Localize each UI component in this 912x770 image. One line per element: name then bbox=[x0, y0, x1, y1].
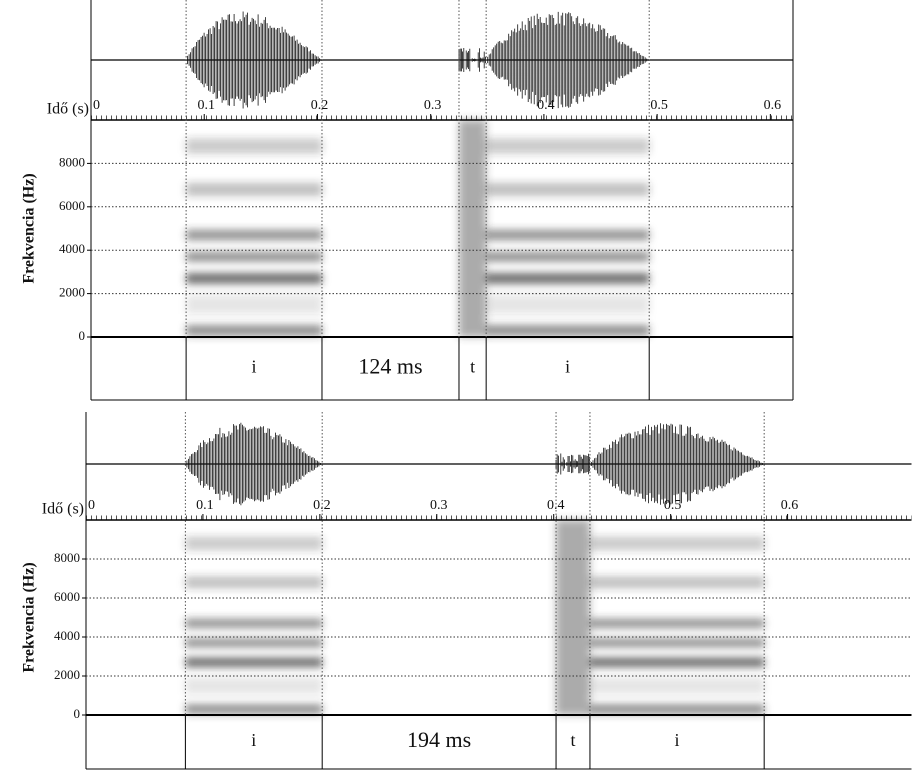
segment-label: t bbox=[570, 730, 575, 750]
formant-band bbox=[185, 676, 323, 695]
y-tick-label: 6000 bbox=[54, 589, 80, 604]
formant-band bbox=[186, 251, 322, 262]
segment-label: i bbox=[251, 730, 256, 750]
formant-band bbox=[589, 676, 765, 695]
x-tick-label: 0.5 bbox=[664, 498, 682, 513]
formant-band bbox=[185, 638, 323, 648]
y-tick-label: 2000 bbox=[54, 667, 80, 682]
formant-band bbox=[186, 182, 322, 196]
formant-band bbox=[185, 536, 323, 551]
y-tick-label: 6000 bbox=[59, 198, 85, 213]
formant-band bbox=[185, 576, 323, 589]
spectrogram-shading bbox=[186, 120, 650, 337]
formant-band bbox=[185, 704, 323, 715]
waveform bbox=[186, 422, 765, 506]
burst-band bbox=[458, 120, 487, 337]
x-tick-label: 0.1 bbox=[197, 98, 215, 113]
formant-band bbox=[486, 325, 650, 336]
burst-band bbox=[556, 520, 590, 715]
formant-band bbox=[486, 229, 650, 241]
formant-band bbox=[186, 229, 322, 241]
y-tick-label: 2000 bbox=[59, 285, 85, 300]
formant-band bbox=[589, 638, 765, 648]
x-axis-label: Idő (s) bbox=[47, 101, 89, 118]
x-axis-label: Idő (s) bbox=[42, 501, 84, 518]
formant-band bbox=[589, 576, 765, 589]
y-tick-label: 0 bbox=[74, 706, 81, 721]
formant-band bbox=[186, 325, 322, 336]
formant-band bbox=[589, 536, 765, 551]
segment-label: t bbox=[470, 357, 475, 377]
waveform bbox=[187, 11, 649, 109]
x-tick-label: 0.3 bbox=[424, 98, 442, 113]
x-tick-label: 0.3 bbox=[430, 498, 448, 513]
x-tick-label: 0.2 bbox=[313, 498, 331, 513]
x-tick-label: 0.1 bbox=[196, 498, 214, 513]
y-axis-label: Frekvencia (Hz) bbox=[21, 562, 38, 672]
formant-band bbox=[486, 251, 650, 262]
formant-band bbox=[186, 272, 322, 284]
segment-label: i bbox=[565, 357, 570, 377]
segment-label: 124 ms bbox=[358, 354, 422, 379]
formant-band bbox=[185, 618, 323, 629]
formant-band bbox=[589, 618, 765, 629]
x-tick-label: 0.5 bbox=[650, 98, 668, 113]
segment-label: i bbox=[675, 730, 680, 750]
y-tick-label: 4000 bbox=[59, 241, 85, 256]
x-tick-label: 0.6 bbox=[781, 498, 799, 513]
formant-band bbox=[589, 657, 765, 668]
y-tick-label: 0 bbox=[79, 328, 86, 343]
formant-band bbox=[185, 657, 323, 668]
y-axis-label: Frekvencia (Hz) bbox=[21, 173, 38, 283]
formant-band bbox=[186, 138, 322, 154]
formant-band bbox=[486, 272, 650, 284]
x-tick-label: 0.4 bbox=[537, 98, 555, 113]
y-tick-label: 8000 bbox=[59, 154, 85, 169]
formant-band bbox=[186, 294, 322, 315]
formant-band bbox=[589, 704, 765, 715]
y-tick-label: 4000 bbox=[54, 628, 80, 643]
y-tick-label: 8000 bbox=[54, 550, 80, 565]
x-tick-label: 0 bbox=[93, 98, 100, 113]
x-tick-label: 0 bbox=[88, 498, 95, 513]
x-tick-label: 0.4 bbox=[547, 498, 565, 513]
segment-label: i bbox=[252, 357, 257, 377]
segment-label: 194 ms bbox=[407, 727, 471, 752]
spectrogram-shading bbox=[185, 520, 765, 715]
formant-band bbox=[486, 138, 650, 154]
formant-band bbox=[486, 294, 650, 315]
x-tick-label: 0.2 bbox=[311, 98, 329, 113]
x-tick-label: 0.6 bbox=[764, 98, 782, 113]
formant-band bbox=[486, 182, 650, 196]
